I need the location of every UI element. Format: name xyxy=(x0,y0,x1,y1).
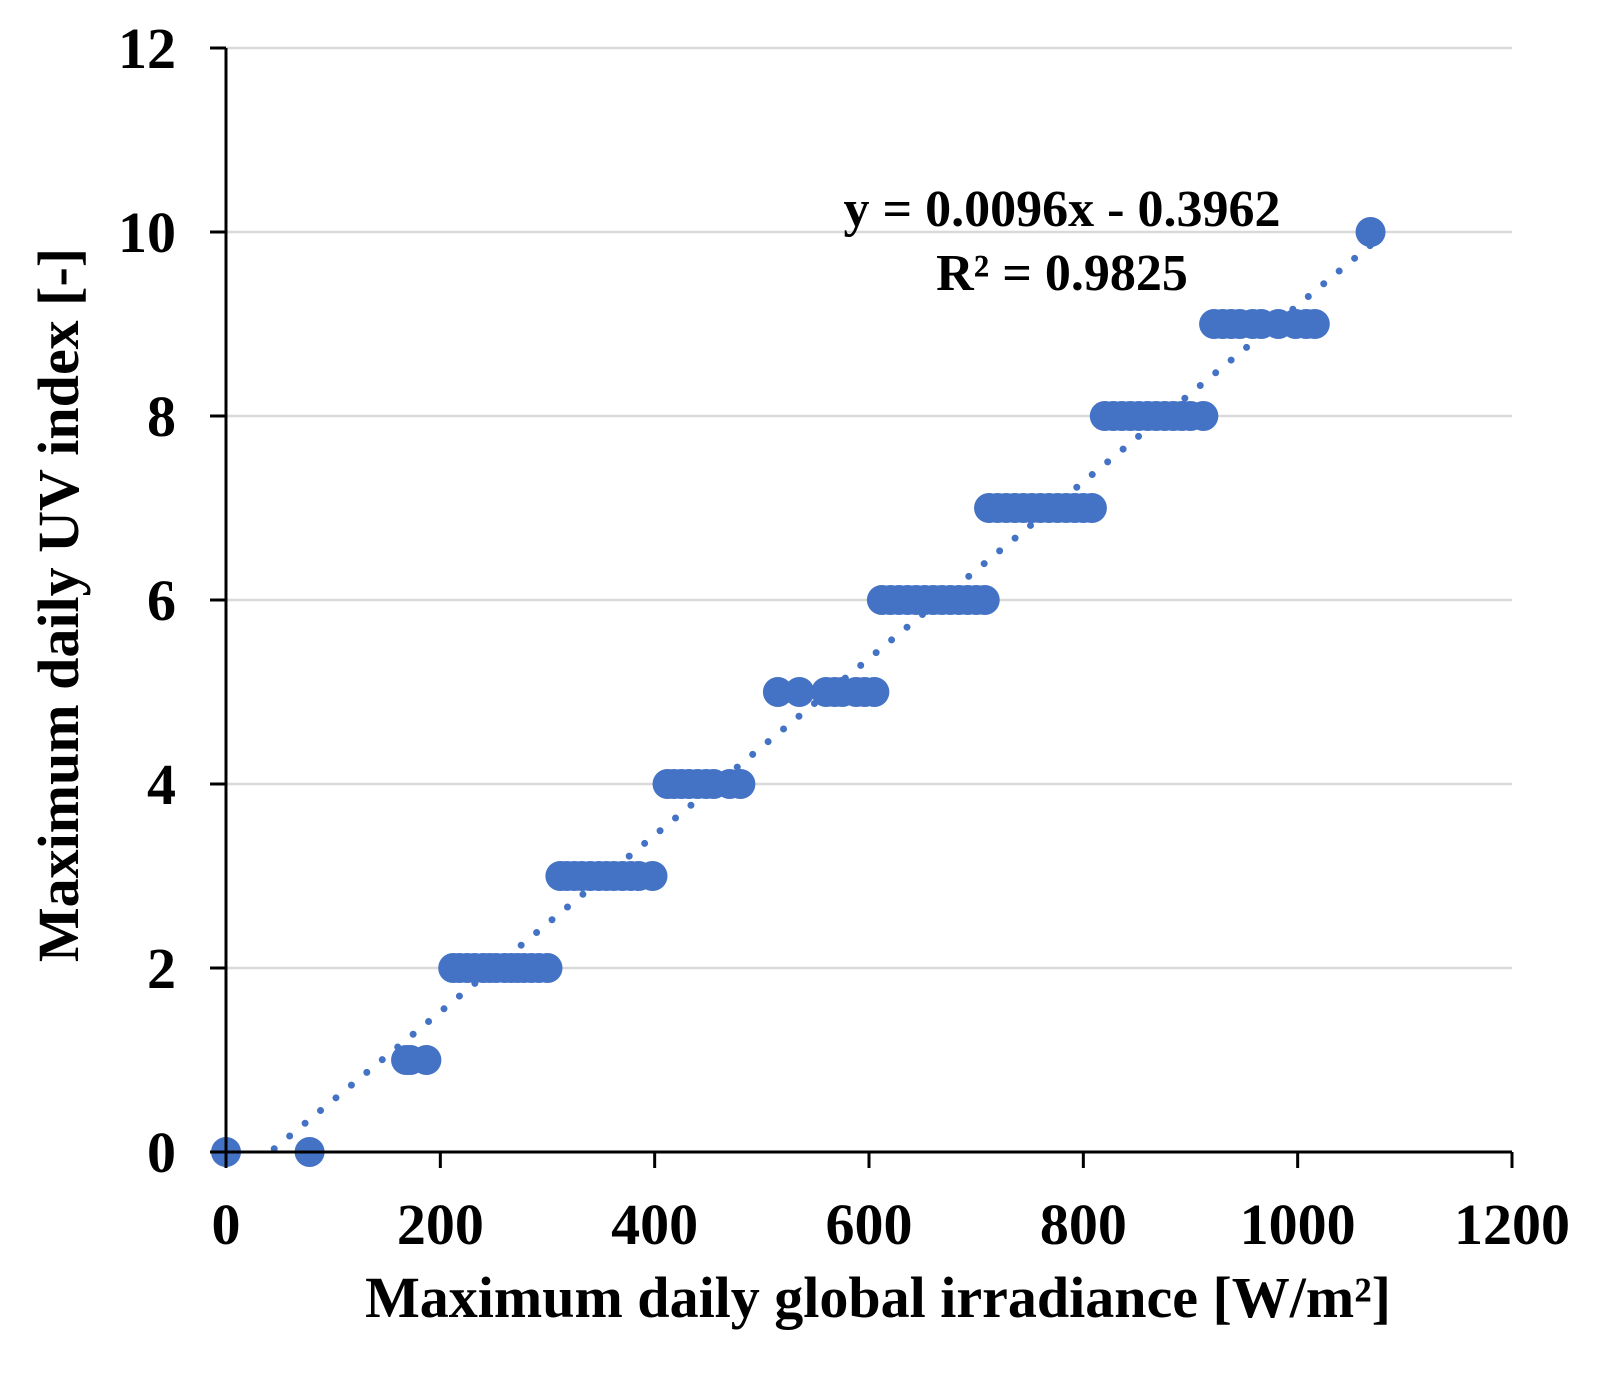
data-point-18 xyxy=(532,953,563,983)
data-point-60 xyxy=(969,585,1000,615)
tick-labels: 0 2 4 6 8 10 12 0 200 400 600 800 1000 1200 xyxy=(118,16,1570,1257)
y-axis-title: Maximum daily UV index [-] xyxy=(26,248,91,962)
x-axis-title: Maximum daily global irradiance [W/m²] xyxy=(365,1265,1391,1330)
data-point-30 xyxy=(637,861,668,891)
trendline-line xyxy=(270,239,1377,1153)
y-tick-label-8: 8 xyxy=(147,384,176,449)
data-point-85 xyxy=(1188,401,1219,431)
data-point-96 xyxy=(1355,217,1386,247)
axes xyxy=(210,46,1514,1168)
x-tick-label-1000: 1000 xyxy=(1240,1192,1356,1257)
data-point-41 xyxy=(784,677,815,707)
y-tick-label-6: 6 xyxy=(147,568,176,633)
data-point-4 xyxy=(411,1045,442,1075)
x-tick-label-200: 200 xyxy=(397,1192,484,1257)
x-tick-label-400: 400 xyxy=(611,1192,698,1257)
y-tick-label-4: 4 xyxy=(147,752,176,817)
x-tick-label-0: 0 xyxy=(212,1192,241,1257)
data-point-39 xyxy=(725,769,756,799)
y-tick-label-2: 2 xyxy=(147,936,176,1001)
trendline xyxy=(270,239,1377,1153)
r-squared-label: R² = 0.9825 xyxy=(936,245,1188,302)
y-tick-label-10: 10 xyxy=(118,200,176,265)
y-tick-label-12: 12 xyxy=(118,16,176,81)
data-point-95 xyxy=(1299,309,1330,339)
data-point-40 xyxy=(762,677,793,707)
data-points xyxy=(211,217,1386,1167)
y-tick-label-0: 0 xyxy=(147,1120,176,1185)
data-point-73 xyxy=(1076,493,1107,523)
x-tick-label-800: 800 xyxy=(1040,1192,1127,1257)
trendline-equation: y = 0.0096x - 0.3962 xyxy=(844,181,1281,238)
x-tick-label-600: 600 xyxy=(826,1192,913,1257)
data-point-47 xyxy=(859,677,890,707)
x-tick-label-1200: 1200 xyxy=(1454,1192,1570,1257)
